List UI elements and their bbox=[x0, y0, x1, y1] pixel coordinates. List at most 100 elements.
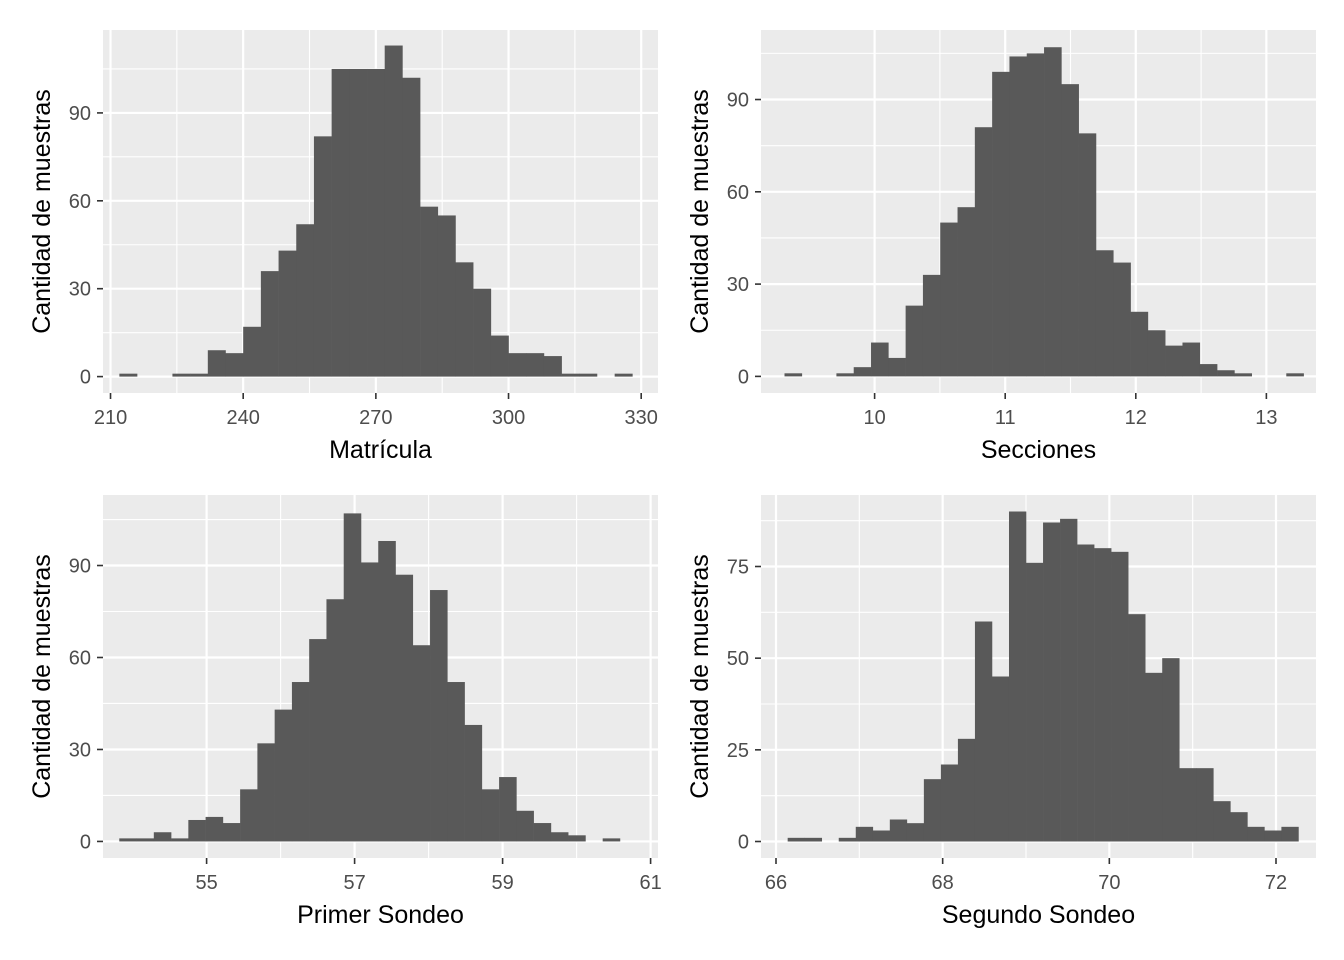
histogram-bar bbox=[190, 373, 209, 377]
histogram-panel-matricula: 210 240 270 300 330 0 30 60 90 Matrícula Cantid… bbox=[28, 30, 658, 464]
y-tick-label: 75 bbox=[727, 557, 749, 579]
histogram-bar bbox=[274, 709, 293, 842]
histogram-bar bbox=[1247, 826, 1265, 842]
histogram-bar bbox=[481, 789, 500, 842]
y-axis-title: Cantidad de muestras bbox=[28, 554, 56, 799]
x-tick-label: 72 bbox=[1265, 872, 1287, 894]
histogram-bars bbox=[787, 511, 1299, 842]
y-axis-ticks: 0 30 60 90 bbox=[727, 90, 761, 388]
histogram-bar bbox=[378, 540, 396, 842]
y-axis-ticks: 0 30 60 90 bbox=[69, 556, 103, 853]
histogram-bar bbox=[343, 513, 362, 842]
histogram-bar bbox=[923, 779, 942, 842]
x-axis-ticks: 210 240 270 300 330 bbox=[94, 393, 658, 429]
histogram-bar bbox=[420, 206, 439, 377]
histogram-bar bbox=[1060, 518, 1078, 842]
histogram-bars bbox=[784, 47, 1304, 377]
x-tick-label: 300 bbox=[492, 407, 525, 429]
histogram-bar bbox=[543, 356, 562, 377]
histogram-bar bbox=[614, 373, 633, 377]
histogram-bar bbox=[1095, 250, 1114, 377]
histogram-bar bbox=[240, 789, 258, 842]
histogram-bar bbox=[296, 224, 315, 377]
histogram-bar bbox=[957, 207, 976, 377]
histogram-bar bbox=[889, 819, 908, 842]
histogram-bar bbox=[561, 373, 580, 377]
histogram-bar bbox=[872, 830, 891, 842]
y-tick-label: 25 bbox=[727, 740, 749, 762]
histogram-bar bbox=[331, 68, 350, 377]
x-axis-title: Secciones bbox=[981, 436, 1096, 464]
histogram-bar bbox=[430, 590, 448, 842]
histogram-bar bbox=[871, 342, 889, 377]
histogram-bar bbox=[905, 305, 924, 377]
histogram-bar bbox=[360, 562, 379, 842]
histogram-bar bbox=[395, 574, 414, 842]
histogram-bar bbox=[922, 274, 941, 377]
histogram-bar bbox=[526, 353, 545, 377]
y-tick-label: 30 bbox=[69, 279, 91, 301]
histogram-bar bbox=[437, 215, 456, 377]
y-tick-label: 0 bbox=[80, 367, 91, 389]
histogram-bar bbox=[957, 738, 976, 842]
histogram-bar bbox=[533, 823, 552, 842]
histogram-bar bbox=[464, 724, 483, 842]
x-tick-label: 66 bbox=[765, 872, 787, 894]
histogram-bar bbox=[309, 639, 327, 842]
x-axis-title: Primer Sondeo bbox=[297, 901, 464, 929]
histogram-bar bbox=[888, 357, 906, 377]
histogram-bar bbox=[171, 838, 189, 842]
histogram-bar bbox=[940, 222, 958, 377]
histogram-bar bbox=[367, 68, 386, 377]
y-tick-label: 90 bbox=[69, 556, 91, 578]
histogram-bar bbox=[940, 764, 959, 842]
y-tick-label: 90 bbox=[69, 103, 91, 125]
histogram-bar bbox=[1286, 373, 1304, 377]
histogram-bar bbox=[1196, 768, 1214, 842]
y-tick-label: 0 bbox=[738, 366, 749, 388]
histogram-bar bbox=[991, 676, 1010, 842]
y-axis-ticks: 0 25 50 75 bbox=[727, 557, 761, 854]
histogram-bar bbox=[278, 250, 297, 377]
histogram-bar bbox=[550, 832, 569, 842]
histogram-bar bbox=[1026, 562, 1044, 842]
x-axis-title: Matrícula bbox=[329, 436, 432, 464]
histogram-bar bbox=[1230, 812, 1248, 842]
histogram-panel-primer-sondeo: 55 57 59 61 0 30 60 90 Primer Sondeo Cantidad … bbox=[28, 495, 662, 929]
histogram-bar bbox=[499, 777, 517, 842]
histogram-bar bbox=[1061, 84, 1079, 377]
histogram-bar bbox=[291, 682, 310, 842]
histogram-bar bbox=[402, 77, 421, 377]
histogram-bar bbox=[516, 810, 534, 842]
histogram-bar bbox=[447, 682, 465, 842]
histogram-bar bbox=[992, 71, 1010, 377]
x-tick-label: 59 bbox=[491, 872, 513, 894]
y-axis-title: Cantidad de muestras bbox=[28, 89, 56, 334]
histogram-bar bbox=[1111, 551, 1129, 842]
histogram-bar bbox=[412, 645, 431, 842]
histogram-bar bbox=[1199, 364, 1218, 377]
x-tick-label: 12 bbox=[1125, 407, 1147, 429]
histogram-bar bbox=[906, 823, 925, 842]
histogram-bar bbox=[1009, 56, 1028, 377]
histogram-bar bbox=[784, 373, 803, 377]
histogram-bar bbox=[260, 271, 279, 377]
x-tick-label: 210 bbox=[94, 407, 127, 429]
histogram-bar bbox=[172, 373, 191, 377]
histogram-bar bbox=[838, 837, 857, 842]
histogram-bar bbox=[1113, 262, 1131, 377]
histogram-bar bbox=[257, 743, 275, 842]
y-tick-label: 60 bbox=[69, 191, 91, 213]
histogram-bar bbox=[225, 353, 244, 377]
x-axis-title: Segundo Sondeo bbox=[942, 901, 1135, 929]
y-axis-ticks: 0 30 60 90 bbox=[69, 103, 103, 389]
histogram-bar bbox=[1094, 548, 1112, 842]
histogram-bar bbox=[1165, 345, 1183, 377]
histogram-bar bbox=[1128, 614, 1146, 842]
histogram-bar bbox=[207, 350, 226, 377]
x-tick-label: 270 bbox=[359, 407, 392, 429]
y-tick-label: 50 bbox=[727, 648, 749, 670]
histogram-bar bbox=[1264, 830, 1282, 842]
y-tick-label: 60 bbox=[727, 182, 749, 204]
histogram-bar bbox=[326, 599, 345, 842]
